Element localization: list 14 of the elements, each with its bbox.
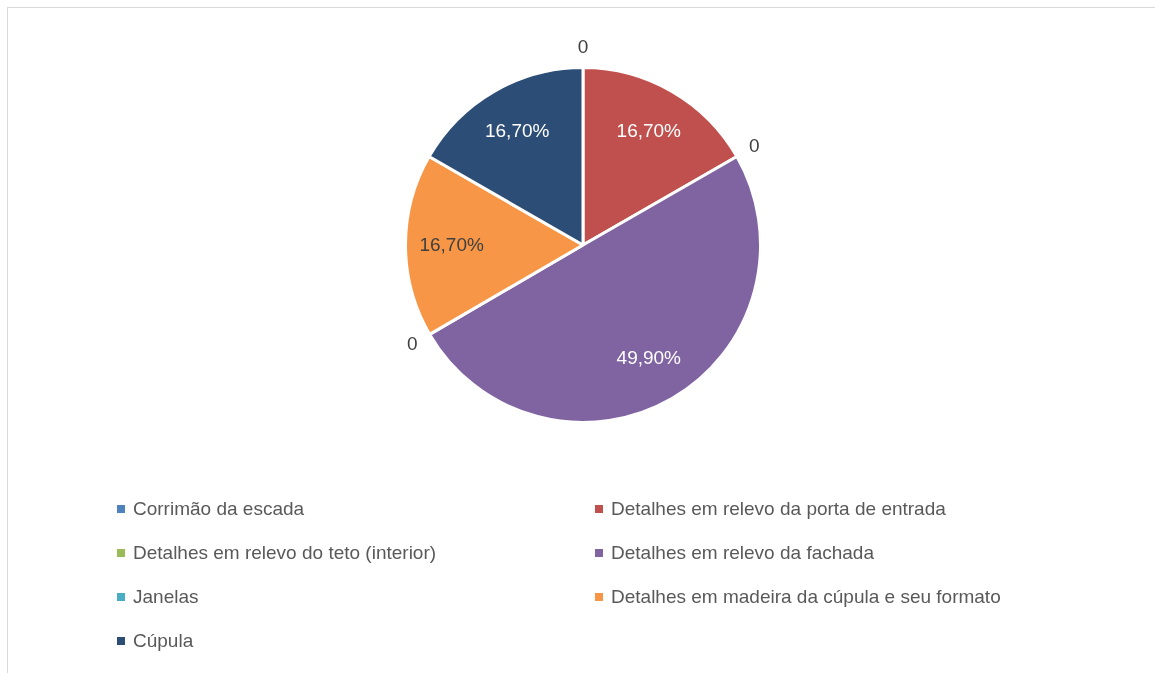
data-label: 16,70%	[616, 119, 682, 141]
data-label: 49,90%	[616, 346, 682, 368]
data-label: 16,70%	[484, 119, 550, 141]
legend-label: Detalhes em relevo da porta de entrada	[611, 498, 946, 520]
legend-label: Detalhes em relevo da fachada	[611, 542, 874, 564]
text: 0	[748, 134, 760, 156]
legend-label: Detalhes em relevo do teto (interior)	[133, 542, 437, 564]
legend-label: Janelas	[133, 586, 199, 608]
text: 0	[407, 332, 418, 354]
legend-label: Detalhes em madeira da cúpula e seu formato	[611, 586, 1001, 608]
legend-label: Corrimão da escada	[133, 498, 305, 520]
text: 0	[577, 35, 589, 57]
legend-label: Cúpula	[133, 630, 194, 652]
data-label: 16,70%	[419, 233, 484, 255]
